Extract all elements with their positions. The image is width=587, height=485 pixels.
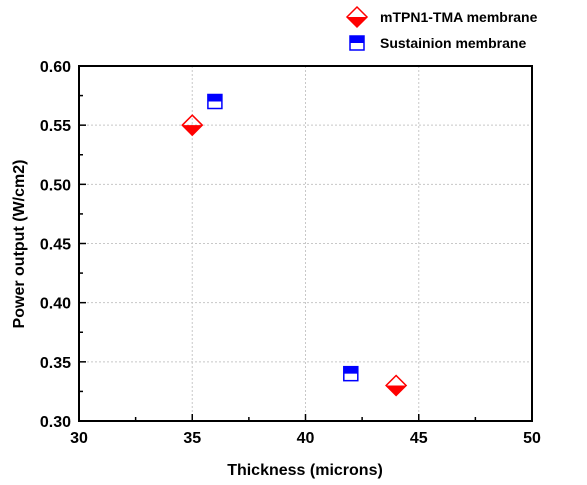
diamond-outline	[345, 5, 369, 29]
data-points	[181, 93, 408, 397]
legend-label-sustainion: Sustainion membrane	[380, 35, 526, 51]
x-axis-title: Thickness (microns)	[227, 462, 383, 479]
y-tick-label: 0.40	[40, 296, 71, 313]
x-tick-label: 40	[297, 430, 315, 447]
x-tick-labels: 30 35 40 45 50	[70, 430, 541, 447]
data-point-sustainion	[343, 365, 359, 382]
diamond-fill	[182, 125, 203, 136]
data-point-sustainion	[207, 93, 223, 110]
y-tick-label: 0.30	[40, 414, 71, 431]
square-outline	[207, 93, 223, 110]
legend-square-marker	[349, 35, 365, 51]
axis-ticks	[78, 65, 533, 422]
grid-lines	[79, 66, 532, 421]
square-outline	[343, 365, 359, 382]
diamond-outline	[385, 374, 408, 397]
legend-diamond-marker	[345, 5, 369, 29]
data-point-mtpn1	[181, 114, 204, 137]
legend: mTPN1-TMA membrane Sustainion membrane	[345, 5, 538, 51]
x-tick-label: 50	[523, 430, 541, 447]
x-tick-label: 45	[410, 430, 428, 447]
square-fill	[207, 94, 222, 102]
diamond-fill	[386, 385, 407, 396]
data-point-mtpn1	[385, 374, 408, 397]
x-tick-label: 35	[183, 430, 201, 447]
legend-item-mtpn1: mTPN1-TMA membrane	[345, 5, 538, 29]
y-tick-label: 0.35	[40, 355, 71, 372]
diamond-fill	[347, 17, 367, 27]
y-axis-title: Power output (W/cm2)	[11, 160, 28, 329]
legend-marker-diamond-icon	[345, 5, 369, 29]
y-tick-label: 0.50	[40, 177, 71, 194]
legend-label-mtpn1: mTPN1-TMA membrane	[380, 9, 538, 25]
diamond-outline	[181, 114, 204, 137]
square-fill	[343, 366, 358, 374]
x-tick-label: 30	[70, 430, 88, 447]
legend-marker-square-icon	[349, 35, 365, 51]
y-tick-labels: 0.30 0.35 0.40 0.45 0.50 0.55 0.60	[40, 59, 71, 431]
y-tick-label: 0.45	[40, 237, 71, 254]
legend-item-sustainion: Sustainion membrane	[349, 35, 526, 51]
square-fill	[350, 36, 364, 43]
y-tick-label: 0.55	[40, 118, 71, 135]
y-tick-label: 0.60	[40, 59, 71, 76]
square-outline	[349, 35, 365, 51]
